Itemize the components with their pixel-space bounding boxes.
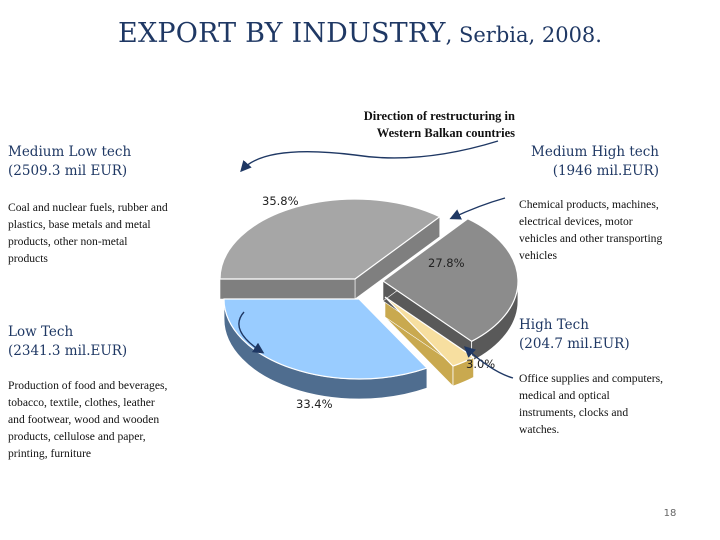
medium-low-desc-line: products <box>8 252 48 265</box>
label-medium-high: Medium High tech (1946 mil.EUR) <box>519 143 659 181</box>
chart-title: EXPORT BY INDUSTRY, Serbia, 2008. <box>0 18 720 49</box>
low-desc-line: products, cellulose and paper, <box>8 430 146 443</box>
pie-label-low-tech: 33.4% <box>296 397 333 411</box>
arrow-to-low <box>238 311 265 354</box>
title-sub: , Serbia, 2008. <box>445 23 602 47</box>
low-desc-line: and footwear, wood and wooden <box>8 413 160 426</box>
medium-low-desc-line: products, other non-metal <box>8 235 128 248</box>
medium-high-desc-line: electrical devices, motor <box>519 215 633 228</box>
pie-percent-labels: 35.8% 27.8% 3.0% 33.4% <box>262 194 495 411</box>
pie-label-high-tech: 3.0% <box>466 357 495 371</box>
low-desc-line: Production of food and beverages, <box>8 379 168 392</box>
pie-slice-medium-high-tech <box>381 218 519 343</box>
page-number: 18 <box>663 508 677 519</box>
restructuring-note: Direction of restructuring in Western Ba… <box>300 108 515 142</box>
medium-high-desc-line: vehicles and other transporting <box>519 232 663 245</box>
high-desc: Office supplies and computers, medical a… <box>519 370 663 438</box>
note-line-2: Western Balkan countries <box>376 126 515 140</box>
pie-label-medium-high-tech: 27.8% <box>428 256 465 270</box>
high-desc-line: watches. <box>519 423 560 436</box>
pie-cut-face <box>219 278 356 300</box>
medium-high-desc: Chemical products, machines, electrical … <box>519 196 662 264</box>
pie-tops <box>219 198 519 380</box>
high-desc-line: instruments, clocks and <box>519 406 629 419</box>
high-value: (204.7 mil.EUR) <box>519 336 630 352</box>
low-value: (2341.3 mil.EUR) <box>8 343 128 359</box>
pie-label-medium-low-tech: 35.8% <box>262 194 299 208</box>
medium-high-desc-line: vehicles <box>519 249 557 262</box>
high-desc-line: medical and optical <box>519 389 610 402</box>
pie-slice-low-tech <box>223 298 429 380</box>
arrow-to-high <box>463 346 514 379</box>
high-name: High Tech <box>519 317 589 333</box>
label-high: High Tech (204.7 mil.EUR) <box>519 316 630 354</box>
low-name: Low Tech <box>8 324 74 340</box>
high-desc-line: Office supplies and computers, <box>519 372 664 385</box>
arrow-to-medium-high <box>449 197 506 220</box>
arrow-to-medium-low <box>240 140 499 173</box>
medium-low-desc-line: plastics, base metals and metal <box>8 218 151 231</box>
medium-high-value: (1946 mil.EUR) <box>552 163 659 179</box>
medium-high-desc-line: Chemical products, machines, <box>519 198 659 211</box>
medium-low-desc: Coal and nuclear fuels, rubber and plast… <box>8 199 168 267</box>
low-desc: Production of food and beverages, tobacc… <box>8 377 167 462</box>
arrows <box>238 140 514 379</box>
label-medium-low: Medium Low tech (2509.3 mil EUR) <box>8 143 131 181</box>
note-line-1: Direction of restructuring in <box>363 109 515 123</box>
medium-low-value: (2509.3 mil EUR) <box>8 163 128 179</box>
medium-high-name: Medium High tech <box>531 144 659 160</box>
label-low: Low Tech (2341.3 mil.EUR) <box>8 323 127 361</box>
low-desc-line: tobacco, textile, clothes, leather <box>8 396 155 409</box>
pie-slice-medium-low-tech <box>219 198 441 280</box>
low-desc-line: printing, furniture <box>8 447 92 460</box>
medium-low-name: Medium Low tech <box>8 144 132 160</box>
title-main: EXPORT BY INDUSTRY <box>118 18 446 49</box>
medium-low-desc-line: Coal and nuclear fuels, rubber and <box>8 201 168 214</box>
